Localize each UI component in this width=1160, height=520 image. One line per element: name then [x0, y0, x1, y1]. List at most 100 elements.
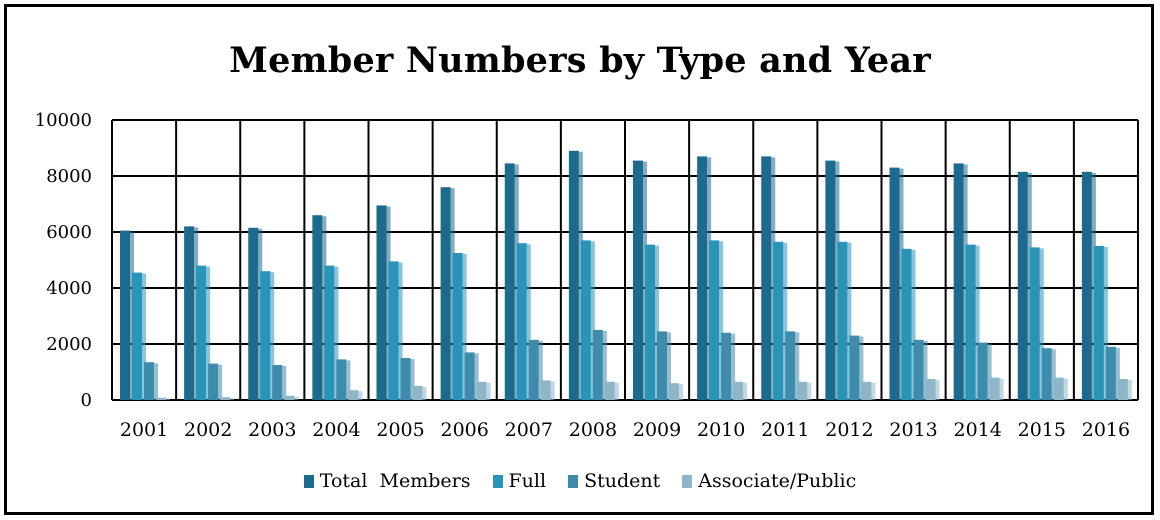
bar: [990, 378, 1000, 400]
bar-side: [1064, 379, 1068, 400]
x-tick-label: 2007: [505, 419, 553, 441]
bar-side: [166, 399, 170, 400]
legend-swatch: [568, 475, 578, 488]
bar: [184, 226, 194, 400]
bar-side: [282, 366, 286, 400]
bar: [529, 340, 539, 400]
x-tick-label: 2013: [889, 419, 937, 441]
bar: [1106, 347, 1116, 400]
bar: [1094, 246, 1104, 400]
bar: [966, 245, 976, 400]
bar-side: [294, 397, 298, 400]
bar: [541, 380, 551, 400]
bar: [1030, 247, 1040, 400]
bar: [1042, 348, 1052, 400]
bar: [669, 383, 679, 400]
bar-side: [615, 383, 619, 400]
bar-side: [679, 384, 683, 400]
bar: [825, 161, 835, 400]
bar: [465, 352, 475, 400]
x-tick-label: 2010: [697, 419, 745, 441]
bar: [1018, 172, 1028, 400]
bar: [1082, 172, 1092, 400]
y-tick-label: 0: [81, 390, 92, 411]
bar-side: [423, 387, 427, 400]
bar: [861, 382, 871, 400]
bar: [377, 205, 387, 400]
bar-side: [1128, 380, 1132, 400]
x-axis-ticks: 2001 2002 2003 2004 2005 2006 2007 2008 2009 2010…: [120, 419, 1130, 441]
y-tick-label: 4000: [46, 278, 92, 299]
bar: [1054, 378, 1064, 400]
bar: [348, 390, 358, 400]
bar: [248, 228, 258, 400]
bar: [120, 231, 130, 400]
y-axis-ticks: 0200040006000800010000: [35, 110, 92, 411]
bar: [902, 249, 912, 400]
bar: [441, 187, 451, 400]
bar: [593, 330, 603, 400]
bar: [657, 331, 667, 400]
x-tick-label: 2011: [761, 419, 809, 441]
legend-label: Full: [509, 470, 547, 492]
legend-label: Total Members: [320, 470, 471, 492]
bar: [581, 240, 591, 400]
bar: [324, 266, 334, 400]
x-tick-label: 2004: [312, 419, 360, 441]
y-tick-label: 6000: [46, 222, 92, 243]
x-tick-label: 2001: [120, 419, 168, 441]
bar: [272, 365, 282, 400]
bar: [605, 382, 615, 400]
x-tick-label: 2014: [954, 419, 1002, 441]
bar: [413, 386, 423, 400]
bar: [797, 382, 807, 400]
x-tick-label: 2012: [825, 419, 873, 441]
legend-item: Associate/Public: [682, 470, 856, 492]
bar: [505, 163, 515, 400]
bar: [389, 261, 399, 400]
bar: [709, 240, 719, 400]
bar: [132, 273, 142, 400]
bar: [156, 398, 166, 400]
bar: [144, 362, 154, 400]
legend-item: Total Members: [304, 470, 471, 492]
bar: [645, 245, 655, 400]
bar: [849, 336, 859, 400]
bar: [220, 397, 230, 400]
y-tick-label: 10000: [35, 110, 92, 131]
legend-item: Student: [568, 470, 660, 492]
bar: [208, 364, 218, 400]
legend-item: Full: [493, 470, 547, 492]
bar: [914, 340, 924, 400]
bar: [697, 156, 707, 400]
bar: [453, 253, 463, 400]
bar: [837, 242, 847, 400]
y-tick-label: 2000: [46, 334, 92, 355]
bar: [761, 156, 771, 400]
bar: [569, 151, 579, 400]
bar: [260, 271, 270, 400]
x-tick-label: 2009: [633, 419, 681, 441]
bar: [954, 163, 964, 400]
x-tick-label: 2005: [376, 419, 424, 441]
bar: [284, 396, 294, 400]
bar: [978, 343, 988, 400]
bar: [517, 243, 527, 400]
legend-swatch: [682, 475, 692, 488]
bar: [312, 215, 322, 400]
bar: [926, 379, 936, 400]
bar-side: [551, 381, 555, 400]
bar-side: [743, 383, 747, 400]
x-tick-label: 2003: [248, 419, 296, 441]
bar: [633, 161, 643, 400]
bar-side: [154, 363, 158, 400]
bar-side: [936, 380, 940, 400]
bar: [733, 382, 743, 400]
bar: [336, 359, 346, 400]
x-tick-label: 2015: [1018, 419, 1066, 441]
bar-side: [218, 365, 222, 400]
x-tick-label: 2016: [1082, 419, 1130, 441]
bar-side: [871, 383, 875, 400]
bar-side: [358, 391, 362, 400]
